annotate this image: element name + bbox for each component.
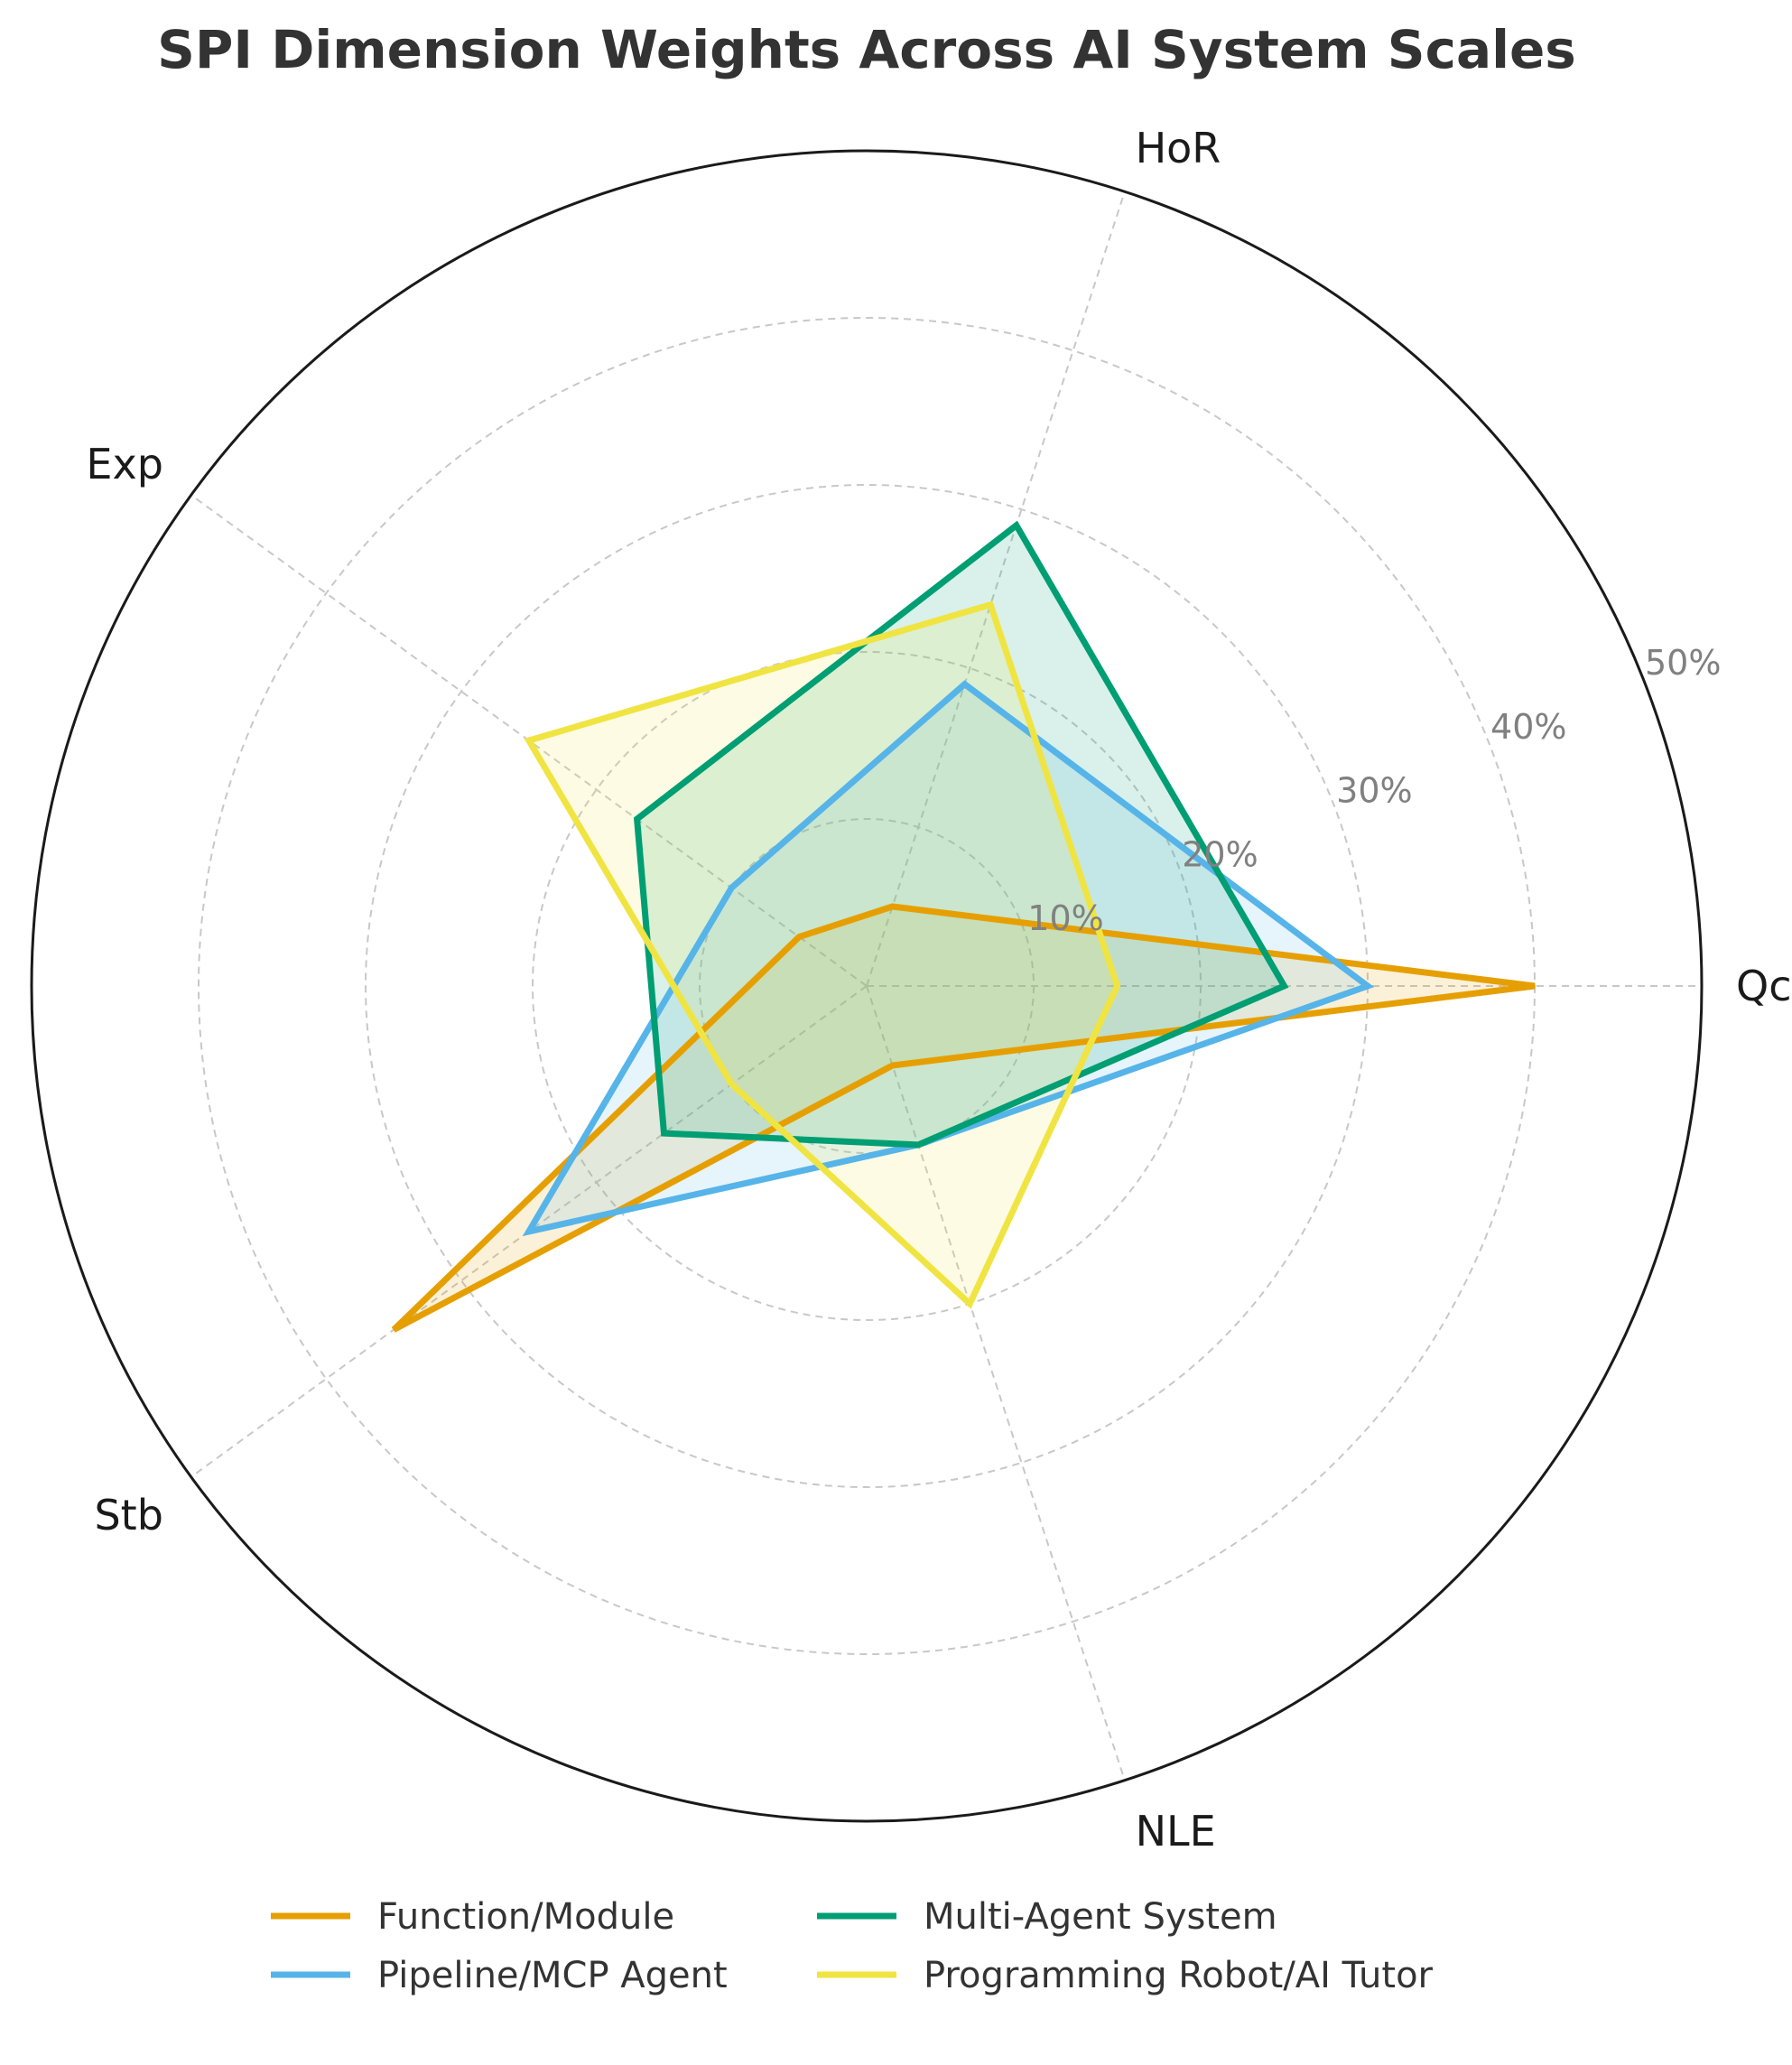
axis-label-stb: Stb	[94, 1491, 162, 1539]
series-fill-1	[394, 907, 1536, 1330]
radial-tick-label: 30%	[1336, 771, 1412, 811]
axis-label-nle: NLE	[1136, 1807, 1216, 1856]
radar-series	[391, 520, 1536, 1333]
legend-label: Function/Module	[377, 1896, 674, 1938]
radial-tick-label: 50%	[1645, 643, 1721, 683]
radial-tick-label: 20%	[1182, 834, 1258, 874]
radial-tick-label: 10%	[1027, 898, 1103, 938]
series-line-1	[391, 903, 1536, 1333]
legend: Function/Module Pipeline/MCP Agent Multi-A…	[271, 1896, 1434, 1996]
legend-label: Multi-Agent System	[924, 1896, 1277, 1938]
axis-label-exp: Exp	[86, 440, 163, 488]
spoke-nle	[866, 985, 1126, 1781]
legend-label: Programming Robot/AI Tutor	[924, 1955, 1434, 1996]
axis-labels: 10% 20% 30% 40% 50% Qc HoR Exp Stb NLE	[86, 124, 1791, 1856]
radar-grid	[30, 149, 1704, 1823]
outer-frame	[30, 149, 1704, 1823]
chart-title: SPI Dimension Weights Across AI System S…	[157, 19, 1576, 80]
series-line-4	[524, 600, 1121, 1309]
series-fill-3	[636, 525, 1285, 1145]
legend-label: Pipeline/MCP Agent	[377, 1955, 728, 1996]
axis-label-qc: Qc	[1736, 962, 1792, 1010]
radial-tick-label: 40%	[1490, 707, 1566, 747]
axis-label-hor: HoR	[1136, 124, 1221, 172]
series-line-3	[633, 520, 1289, 1149]
spoke-hor	[866, 191, 1126, 987]
